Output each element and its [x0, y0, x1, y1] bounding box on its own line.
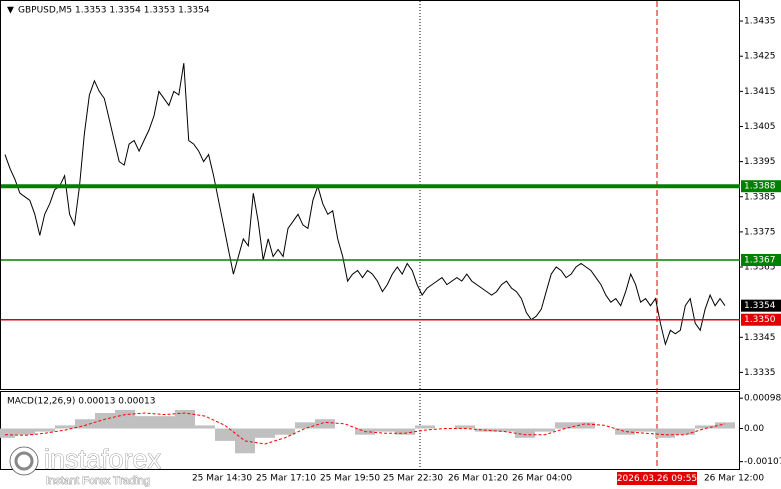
level-label-box: [741, 180, 781, 193]
main-panel-frame: [0, 0, 740, 390]
macd-bar: [535, 428, 555, 432]
macd-bar: [455, 425, 475, 429]
macd-bar: [95, 413, 115, 429]
macd-bar: [175, 409, 195, 429]
y-tick-label: 1.3405: [744, 122, 776, 132]
level-label-box: [741, 254, 781, 266]
macd-bar: [35, 428, 55, 432]
macd-bar: [555, 422, 575, 429]
x-tick-label: 25 Mar 19:50: [320, 474, 380, 484]
macd-bar: [515, 428, 535, 438]
current-price-label: 1.3354: [744, 301, 776, 311]
macd-bar: [655, 428, 675, 438]
macd-signal: [4, 412, 726, 445]
y-tick-label: 1.3395: [744, 157, 776, 167]
macd-bar: [575, 422, 595, 429]
x-tick-label: 26 Mar 12:00: [704, 474, 764, 484]
macd-bar: [415, 425, 435, 429]
macd-y-tick-label: 0.00: [744, 424, 764, 434]
macd-bar: [255, 428, 275, 438]
symbol-arrow: ▼: [7, 6, 14, 16]
macd-bar: [135, 416, 155, 429]
x-tick-label: 25 Mar 14:30: [192, 474, 252, 484]
macd-bar: [15, 428, 35, 435]
macd-bar: [115, 409, 135, 429]
y-tick-label: 1.3375: [744, 227, 776, 237]
watermark-logo-ring: [14, 451, 34, 471]
y-tick-label: 1.3385: [744, 192, 776, 202]
watermark-logo: [9, 446, 39, 476]
x-tick-label: 25 Mar 17:10: [256, 474, 316, 484]
macd-bar: [215, 428, 235, 441]
macd-bar: [495, 428, 515, 432]
y-tick-label: 1.3435: [744, 17, 776, 27]
level-label: 1.3350: [744, 315, 776, 325]
macd-bar: [715, 422, 735, 429]
chart-title: GBPUSD,M5 1.3353 1.3354 1.3353 1.3354: [18, 6, 210, 16]
macd-bar: [695, 425, 715, 429]
y-tick-label: 1.3365: [744, 263, 776, 273]
macd-bar: [195, 425, 215, 429]
level-label: 1.3367: [744, 256, 776, 266]
macd-bar: [155, 416, 175, 429]
level-label-box: [741, 313, 781, 326]
time-marker-label: 2026.03.26 09:55: [617, 474, 697, 484]
watermark: instaforex Instant Forex Trading: [9, 444, 162, 487]
macd-y-tick-label: -0.00107: [744, 457, 781, 467]
macd-bar: [75, 419, 95, 429]
level-label: 1.3388: [744, 182, 776, 192]
y-tick-label: 1.3415: [744, 87, 776, 97]
x-tick-label: 26 Mar 04:00: [512, 474, 572, 484]
x-tick-label: 25 Mar 22:30: [383, 474, 443, 484]
macd-bar: [635, 428, 655, 432]
macd-bar: [375, 428, 395, 432]
macd-bar: [295, 422, 315, 429]
macd-bar: [275, 428, 295, 435]
macd-bar: [395, 428, 415, 435]
x-tick-label: 26 Mar 01:20: [448, 474, 508, 484]
watermark-brand: instaforex: [44, 444, 162, 474]
macd-y-tick-label: 0.00098: [744, 394, 781, 404]
macd-title: MACD(12,26,9) 0.00013 0.00013: [7, 397, 156, 407]
time-marker-box: [617, 472, 697, 485]
watermark-tagline: Instant Forex Trading: [46, 475, 150, 487]
y-tick-label: 1.3345: [744, 333, 776, 343]
y-tick-label: 1.3335: [744, 368, 776, 378]
macd-bar: [675, 428, 695, 435]
macd-bar: [315, 419, 335, 429]
current-price-box: [741, 299, 781, 312]
macd-bar: [615, 428, 635, 435]
macd-bar: [0, 428, 15, 438]
y-tick-label: 1.3425: [744, 52, 776, 62]
macd-bar: [55, 425, 75, 429]
price-line: [4, 63, 726, 347]
